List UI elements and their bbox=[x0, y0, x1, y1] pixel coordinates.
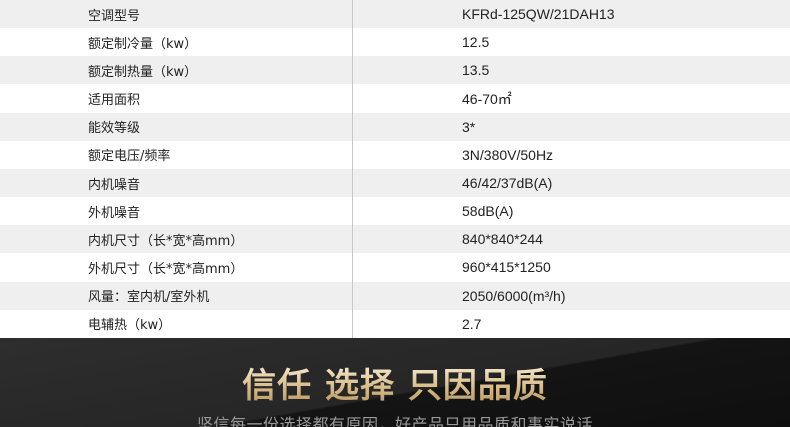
spec-row: 适用面积 46-70㎡ bbox=[0, 84, 790, 113]
spec-label: 内机尺寸（长*宽*高mm） bbox=[0, 225, 353, 254]
spec-row: 风量：室内机/室外机 2050/6000(m³/h) bbox=[0, 281, 790, 310]
banner-subtitle: 坚信每一份选择都有原因，好产品只用品质和事实说话 bbox=[196, 415, 593, 427]
spec-value: 46/42/37dB(A) bbox=[462, 175, 553, 192]
spec-row: 额定制热量（kw） 13.5 bbox=[0, 56, 790, 85]
spec-value: 960*415*1250 bbox=[462, 259, 551, 276]
spec-label: 额定制冷量（kw） bbox=[0, 28, 353, 57]
spec-label: 额定制热量（kw） bbox=[0, 56, 353, 85]
banner: 信任 选择 只因品质 坚信每一份选择都有原因，好产品只用品质和事实说话 bbox=[0, 338, 790, 427]
spec-value: 12.5 bbox=[462, 34, 490, 51]
spec-value: KFRd-125QW/21DAH13 bbox=[462, 6, 615, 23]
spec-value: 58dB(A) bbox=[462, 203, 514, 220]
spec-value: 2050/6000(m³/h) bbox=[462, 287, 566, 304]
spec-row: 电辅热（kw） 2.7 bbox=[0, 309, 790, 338]
spec-label: 风量：室内机/室外机 bbox=[0, 281, 353, 310]
spec-label: 适用面积 bbox=[0, 84, 353, 113]
spec-row: 内机尺寸（长*宽*高mm） 840*840*244 bbox=[0, 225, 790, 254]
spec-row: 能效等级 3* bbox=[0, 112, 790, 141]
spec-value: 13.5 bbox=[462, 62, 490, 79]
spec-label: 空调型号 bbox=[0, 0, 353, 29]
spec-row: 内机噪音 46/42/37dB(A) bbox=[0, 168, 790, 198]
spec-label: 外机尺寸（长*宽*高mm） bbox=[0, 253, 353, 282]
spec-label: 电辅热（kw） bbox=[0, 309, 353, 338]
spec-label: 内机噪音 bbox=[0, 168, 353, 198]
spec-row: 外机噪音 58dB(A) bbox=[0, 197, 790, 226]
spec-label: 额定电压/频率 bbox=[0, 140, 353, 169]
spec-value: 46-70㎡ bbox=[462, 90, 512, 107]
spec-value: 2.7 bbox=[462, 315, 482, 332]
spec-label: 能效等级 bbox=[0, 112, 353, 141]
spec-label: 外机噪音 bbox=[0, 197, 353, 226]
spec-row: 额定电压/频率 3N/380V/50Hz bbox=[0, 140, 790, 169]
spec-row: 额定制冷量（kw） 12.5 bbox=[0, 28, 790, 57]
spec-value: 3* bbox=[462, 118, 476, 135]
spec-value: 3N/380V/50Hz bbox=[462, 146, 554, 163]
spec-value: 840*840*244 bbox=[462, 231, 543, 248]
spec-row: 空调型号 KFRd-125QW/21DAH13 bbox=[0, 0, 790, 29]
banner-title: 信任 选择 只因品质 bbox=[0, 358, 790, 407]
spec-table: 空调型号 KFRd-125QW/21DAH13 额定制冷量（kw） 12.5 额定制热量… bbox=[0, 0, 790, 338]
spec-row: 外机尺寸（长*宽*高mm） 960*415*1250 bbox=[0, 253, 790, 282]
